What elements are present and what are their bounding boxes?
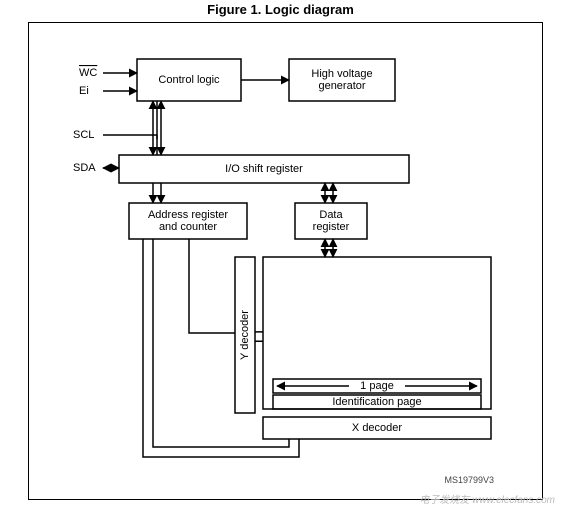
svg-text:SCL: SCL <box>73 129 94 141</box>
svg-text:SDA: SDA <box>73 162 96 174</box>
svg-text:High voltagegenerator: High voltagegenerator <box>311 68 372 92</box>
svg-text:Identification page: Identification page <box>332 396 421 408</box>
svg-text:Ei: Ei <box>79 85 89 97</box>
svg-text:WC: WC <box>79 67 97 79</box>
svg-text:I/O shift register: I/O shift register <box>225 163 303 175</box>
diagram-svg: Control logic High voltagegenerator I/O sh… <box>29 23 542 499</box>
watermark: 电子发烧友 www.elecfans.com <box>419 491 555 506</box>
svg-text:Control logic: Control logic <box>158 74 220 86</box>
figure-title: Figure 1. Logic diagram <box>0 2 561 17</box>
svg-text:1 page: 1 page <box>360 380 394 392</box>
svg-text:Address registerand counter: Address registerand counter <box>148 209 228 233</box>
svg-text:X decoder: X decoder <box>352 422 402 434</box>
svg-text:Dataregister: Dataregister <box>313 209 350 233</box>
diagram-frame: Control logic High voltagegenerator I/O sh… <box>28 22 543 500</box>
svg-text:Y decoder: Y decoder <box>239 310 251 360</box>
part-number: MS19799V3 <box>444 475 494 485</box>
figure-container: Figure 1. Logic diagram Control logic Hig… <box>0 0 561 512</box>
